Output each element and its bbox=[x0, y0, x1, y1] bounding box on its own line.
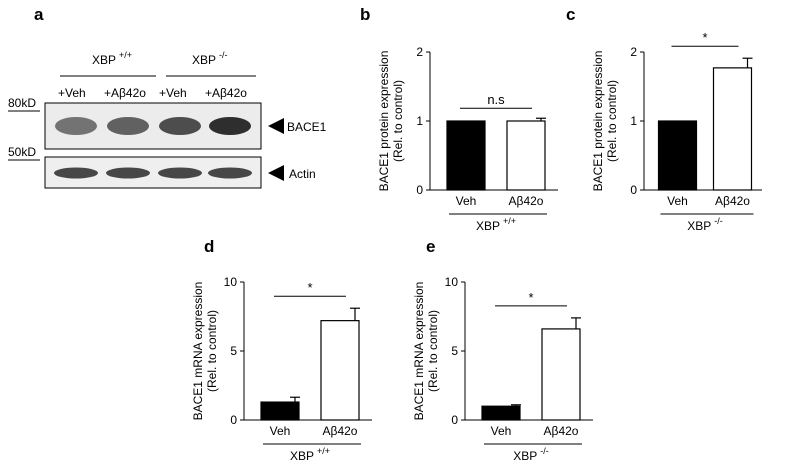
actin-band-lane-1 bbox=[54, 167, 98, 179]
y-axis-label-units: (Rel. to control) bbox=[205, 310, 219, 392]
panel-letter-d: d bbox=[204, 237, 214, 256]
chart-e: 0 5 10 BACE1 mRNA expression (Rel. to contro… bbox=[412, 275, 593, 463]
group-label: XBP -/- bbox=[687, 216, 723, 233]
y-axis-label-units: (Rel. to control) bbox=[391, 80, 405, 162]
y-axis-label: BACE1 mRNA expression bbox=[191, 282, 205, 421]
marker-50kd: 50kD bbox=[8, 145, 36, 159]
category-label: Veh bbox=[667, 194, 688, 208]
y-tick-label: 10 bbox=[445, 275, 459, 289]
bar-veh bbox=[260, 401, 300, 421]
band-label-actin: Actin bbox=[289, 167, 316, 181]
y-tick-label: 0 bbox=[630, 183, 637, 197]
y-tick-label: 5 bbox=[230, 344, 237, 358]
blot-group-label-1: XBP +/+ bbox=[92, 50, 132, 67]
group-label: XBP +/+ bbox=[476, 216, 516, 233]
y-tick-label: 0 bbox=[416, 183, 423, 197]
blot-group-label-2: XBP -/- bbox=[192, 50, 228, 67]
significance-label: * bbox=[307, 280, 312, 295]
bace1-band-lane-3 bbox=[159, 117, 201, 135]
bar-a42o bbox=[506, 120, 546, 191]
y-tick-label: 10 bbox=[224, 275, 238, 289]
blot-bands bbox=[54, 117, 252, 179]
y-axis-label: BACE1 mRNA expression bbox=[412, 282, 426, 421]
chart-d: 0 5 10 BACE1 mRNA expression (Rel. to contro… bbox=[191, 275, 372, 463]
category-label: Aβ42o bbox=[323, 424, 358, 438]
category-label: Aβ42o bbox=[509, 194, 544, 208]
actin-band-lane-3 bbox=[158, 167, 202, 179]
bar-a42o bbox=[712, 67, 753, 191]
actin-band-lane-2 bbox=[106, 167, 150, 179]
western-blot-panel: XBP +/+ XBP -/- +Veh +Aβ42o +Veh +Aβ42o 80… bbox=[8, 50, 327, 189]
bar-veh bbox=[657, 120, 698, 191]
category-label: Veh bbox=[270, 424, 291, 438]
y-tick-label: 1 bbox=[416, 114, 423, 128]
actin-band-lane-4 bbox=[208, 167, 252, 179]
y-axis-label: BACE1 protein expression bbox=[377, 51, 391, 192]
category-label: Aβ42o bbox=[544, 424, 579, 438]
chart-b: 0 1 2 BACE1 protein expression (Rel. to cont… bbox=[377, 45, 558, 233]
panel-letter-a: a bbox=[34, 5, 44, 24]
bar-veh bbox=[481, 405, 521, 421]
marker-80kd: 80kD bbox=[8, 96, 36, 110]
y-axis-label: BACE1 protein expression bbox=[591, 51, 605, 192]
significance-label: * bbox=[528, 290, 533, 305]
panel-letter-e: e bbox=[426, 237, 435, 256]
panel-letter-c: c bbox=[566, 5, 575, 24]
lane-label-2: +Aβ42o bbox=[104, 86, 146, 100]
y-tick-label: 2 bbox=[630, 45, 637, 59]
category-label: Veh bbox=[456, 194, 477, 208]
y-axis-label-units: (Rel. to control) bbox=[605, 80, 619, 162]
bace1-band-lane-1 bbox=[55, 117, 97, 135]
significance-label: n.s bbox=[487, 92, 505, 107]
bace1-band-lane-4 bbox=[209, 117, 251, 135]
group-label: XBP -/- bbox=[513, 446, 549, 463]
bace1-arrow-icon bbox=[268, 118, 284, 134]
group-label: XBP +/+ bbox=[290, 446, 330, 463]
category-label: Aβ42o bbox=[715, 194, 750, 208]
y-tick-label: 0 bbox=[230, 413, 237, 427]
y-tick-label: 0 bbox=[451, 413, 458, 427]
lane-label-3: +Veh bbox=[159, 86, 187, 100]
bace1-band-lane-2 bbox=[107, 117, 149, 135]
category-label: Veh bbox=[491, 424, 512, 438]
actin-arrow-icon bbox=[268, 165, 284, 181]
panel-letter-b: b bbox=[360, 5, 370, 24]
bar-veh bbox=[446, 120, 486, 191]
significance-label: * bbox=[702, 30, 707, 45]
y-tick-label: 2 bbox=[416, 45, 423, 59]
y-tick-label: 1 bbox=[630, 114, 637, 128]
lane-label-1: +Veh bbox=[58, 86, 86, 100]
bar-a42o bbox=[320, 320, 360, 421]
y-axis-label-units: (Rel. to control) bbox=[426, 310, 440, 392]
band-label-bace1: BACE1 bbox=[287, 120, 327, 134]
lane-label-4: +Aβ42o bbox=[205, 86, 247, 100]
bar-a42o bbox=[541, 328, 581, 421]
y-tick-label: 5 bbox=[451, 344, 458, 358]
chart-c: 0 1 2 BACE1 protein expression (Rel. to cont… bbox=[591, 30, 762, 233]
